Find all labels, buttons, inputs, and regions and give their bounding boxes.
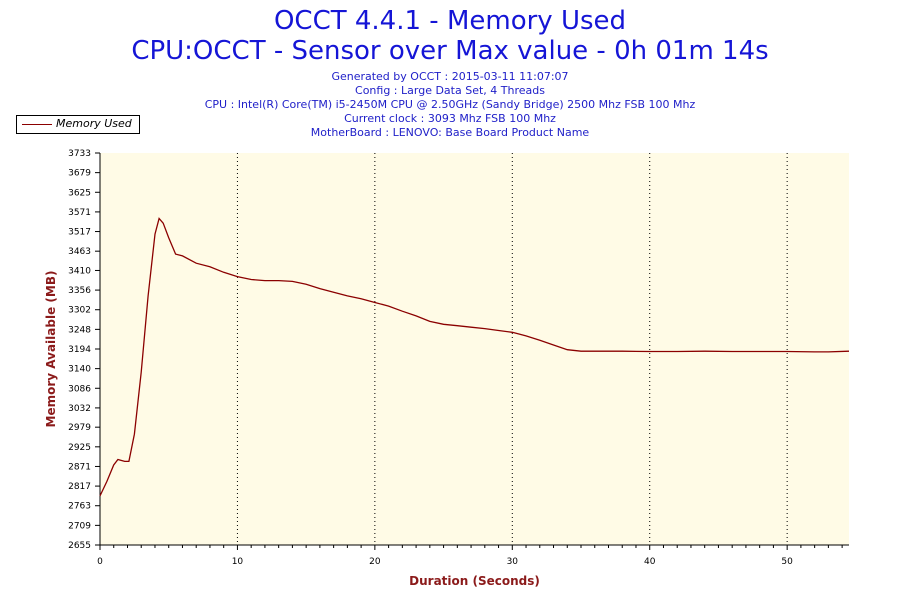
x-tick-label: 30: [507, 557, 519, 567]
x-tick-label: 10: [232, 557, 244, 567]
y-tick-label: 3140: [68, 365, 91, 375]
y-tick-label: 2871: [68, 462, 91, 472]
info-motherboard: MotherBoard : LENOVO: Base Board Product…: [310, 126, 590, 139]
chart-title: OCCT 4.4.1 - Memory Used: [273, 6, 627, 36]
y-tick-label: 3679: [68, 169, 91, 179]
y-tick-label: 3463: [68, 247, 91, 257]
info-config: Config : Large Data Set, 4 Threads: [355, 84, 545, 97]
x-tick-label: 40: [644, 557, 656, 567]
y-tick-label: 2979: [68, 423, 91, 433]
y-tick-label: 3194: [68, 345, 91, 355]
y-tick-label: 3571: [68, 208, 91, 218]
y-tick-label: 2709: [68, 521, 91, 531]
x-tick-label: 50: [781, 557, 793, 567]
info-clock: Current clock : 3093 Mhz FSB 100 Mhz: [344, 112, 556, 125]
y-tick-label: 2655: [68, 541, 91, 551]
x-axis-label: Duration (Seconds): [409, 574, 540, 588]
y-tick-label: 2817: [68, 482, 91, 492]
y-tick-label: 3302: [68, 306, 91, 316]
y-tick-label: 2925: [68, 443, 91, 453]
chart-subtitle: CPU:OCCT - Sensor over Max value - 0h 01…: [131, 36, 769, 66]
y-tick-label: 3356: [68, 286, 91, 296]
legend-swatch: [22, 124, 52, 125]
x-tick-label: 0: [97, 557, 103, 567]
y-tick-label: 2763: [68, 502, 91, 512]
plot-area: 0 10 20 30 40 50 2655 2709 2763 2817 2871 2925 2979 3…: [68, 149, 850, 567]
y-axis-label: Memory Available (MB): [44, 271, 58, 428]
y-tick-label: 3733: [68, 149, 91, 159]
y-tick-label: 3248: [68, 325, 91, 335]
info-cpu: CPU : Intel(R) Core(TM) i5-2450M CPU @ 2…: [204, 98, 696, 111]
info-generated: Generated by OCCT : 2015-03-11 11:07:07: [331, 70, 569, 83]
y-tick-label: 3032: [68, 404, 91, 414]
y-tick-label: 3410: [68, 266, 91, 276]
plot-background: [100, 153, 849, 545]
y-tick-label: 3517: [68, 228, 91, 238]
y-tick-label: 3625: [68, 188, 91, 198]
x-tick-label: 20: [369, 557, 381, 567]
legend-label: Memory Used: [56, 117, 132, 130]
legend: Memory Used: [16, 115, 140, 134]
y-tick-label: 3086: [68, 384, 91, 394]
series-line-memory-used: [99, 217, 850, 497]
